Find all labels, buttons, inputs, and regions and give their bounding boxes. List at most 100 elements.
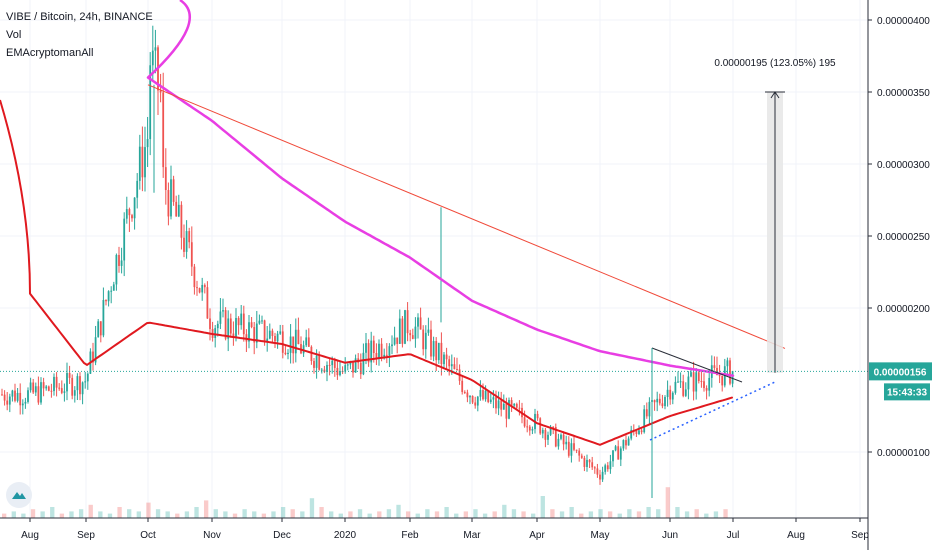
candle-body xyxy=(573,443,575,450)
candle-body xyxy=(692,372,695,392)
candle-body xyxy=(261,320,263,322)
candle-body xyxy=(45,386,48,389)
candle-body xyxy=(307,337,310,347)
candle-body xyxy=(398,318,401,344)
candle-body xyxy=(94,337,97,363)
candle-body xyxy=(209,318,211,330)
volume-bar xyxy=(11,511,16,518)
candle-body xyxy=(614,446,617,451)
volume-bar xyxy=(463,511,469,518)
x-tick-label: 2020 xyxy=(334,530,357,541)
candle-body xyxy=(560,434,562,439)
volume-bar xyxy=(194,507,199,518)
candle-body xyxy=(411,335,414,339)
candle-body xyxy=(445,354,448,360)
candle-body xyxy=(198,288,201,293)
candle-body xyxy=(437,342,440,361)
candle-body xyxy=(224,310,227,339)
volume-bar xyxy=(175,513,180,518)
volume-bar xyxy=(704,513,709,518)
candle-body xyxy=(58,387,61,389)
candle-body xyxy=(84,381,87,383)
candle-body xyxy=(47,386,50,391)
volume-bar xyxy=(223,511,228,518)
ema-slow-lead xyxy=(147,0,191,79)
volume-bar xyxy=(579,513,584,518)
ema-indicator-label[interactable]: EMAcryptomanAll xyxy=(6,47,94,59)
candle-body xyxy=(203,284,206,288)
symbol-title[interactable]: VIBE / Bitcoin, 24h, BINANCE xyxy=(6,11,153,23)
candle-body xyxy=(268,330,271,339)
candle-body xyxy=(107,291,110,302)
candle-body xyxy=(274,335,276,342)
candle-body xyxy=(63,391,66,393)
volume-bar xyxy=(434,511,440,518)
x-tick-label: Aug xyxy=(787,530,805,541)
candle-body xyxy=(583,457,586,467)
x-tick-label: Jun xyxy=(662,530,678,541)
volume-bar xyxy=(694,509,699,518)
volume-indicator-label[interactable]: Vol xyxy=(6,29,22,41)
candle-body xyxy=(370,340,373,363)
volume-bar xyxy=(40,511,45,518)
volume-bar xyxy=(377,511,382,518)
candle-body xyxy=(110,290,113,292)
candle-body xyxy=(271,330,274,336)
candle-body xyxy=(674,381,677,393)
candle-body xyxy=(344,365,347,372)
candle-body xyxy=(536,413,539,419)
candle-body xyxy=(167,190,170,217)
volume-bar xyxy=(550,509,555,518)
candle-body xyxy=(469,395,471,398)
candle-body xyxy=(60,388,63,393)
candle-body xyxy=(40,382,42,403)
candle-body xyxy=(492,397,495,400)
candle-body xyxy=(206,287,209,319)
volume-bar xyxy=(203,500,209,518)
tradingview-logo-icon[interactable] xyxy=(6,482,32,508)
candle-body xyxy=(497,400,500,409)
x-tick-label: Sep xyxy=(77,530,95,541)
candle-body xyxy=(183,237,185,252)
candle-body xyxy=(669,389,672,400)
volume-bar xyxy=(473,509,478,518)
candle-body xyxy=(401,318,404,344)
candle-body xyxy=(378,343,380,359)
descending-trendline xyxy=(147,84,786,349)
volume-bar xyxy=(656,509,661,518)
candle-body xyxy=(682,381,685,396)
candle-body xyxy=(643,409,646,433)
candle-body xyxy=(8,396,11,405)
candle-body xyxy=(193,266,196,288)
volume-bar xyxy=(559,511,565,518)
candle-body xyxy=(593,467,596,469)
candle-body xyxy=(450,364,453,367)
candle-body xyxy=(645,409,648,417)
grid xyxy=(0,0,868,518)
volume-bar xyxy=(521,511,526,518)
candle-body xyxy=(687,376,690,390)
volume-bar xyxy=(425,509,430,518)
candle-body xyxy=(133,197,136,219)
volume-bars xyxy=(2,487,728,518)
candle-body xyxy=(29,382,32,391)
candle-body xyxy=(518,407,521,409)
candle-body xyxy=(419,317,422,330)
volume-bar xyxy=(242,509,247,518)
candle-body xyxy=(331,360,334,366)
candle-body xyxy=(42,382,45,389)
candle-body xyxy=(578,450,581,456)
candle-body xyxy=(489,399,492,402)
candle-body xyxy=(591,462,594,468)
candle-body xyxy=(258,320,261,324)
volume-bar xyxy=(502,504,507,518)
candle-body xyxy=(599,474,601,480)
candle-body xyxy=(388,346,391,356)
ema-fast-lead xyxy=(0,99,31,294)
measure-label: 0.00000195 (123.05%) 195 xyxy=(714,58,836,69)
candle-body xyxy=(66,373,68,392)
last-price-value: 0.00000156 xyxy=(874,367,927,378)
candle-body xyxy=(697,372,700,382)
